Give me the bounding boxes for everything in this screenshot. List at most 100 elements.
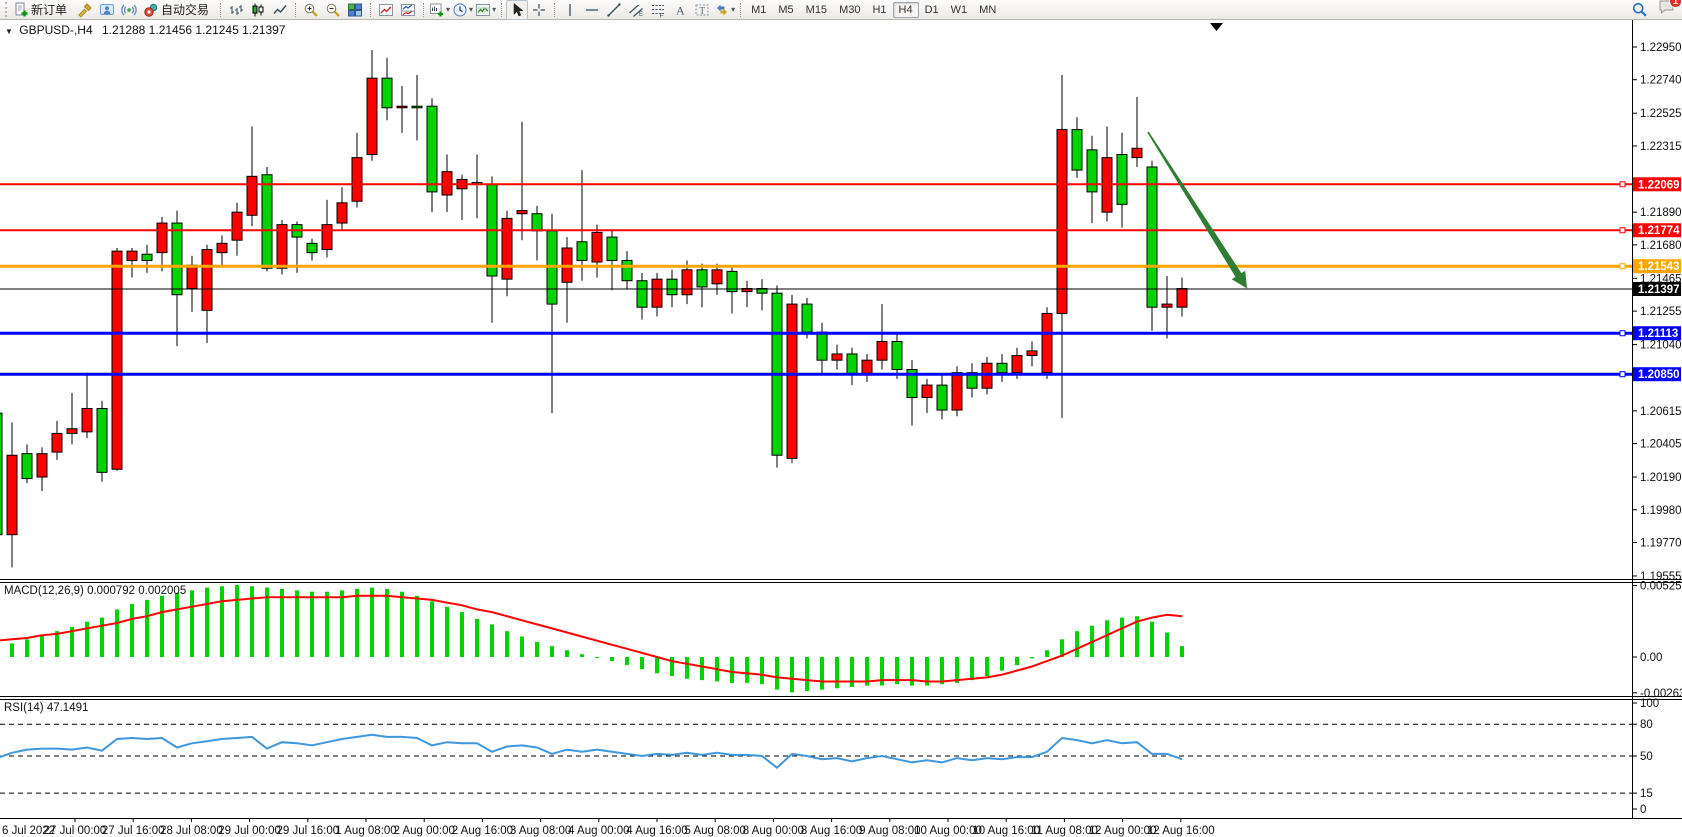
chart-shift-marker-icon[interactable]	[1210, 23, 1223, 31]
line-chart-icon	[272, 2, 288, 18]
terminal-button[interactable]	[96, 0, 118, 20]
candlestick-chart-button[interactable]	[247, 0, 269, 20]
svg-text:10 Aug 00:00: 10 Aug 00:00	[914, 825, 982, 837]
bar-chart-button[interactable]	[225, 0, 247, 20]
timeframe-button-w1[interactable]: W1	[950, 3, 968, 16]
macd-pane	[0, 584, 1184, 693]
svg-text:3 Aug 08:00: 3 Aug 08:00	[510, 825, 571, 837]
svg-text:29 Jul 00:00: 29 Jul 00:00	[218, 825, 281, 837]
timeframe-button-h4[interactable]: H4	[892, 1, 919, 18]
toolbar: 新订单 自动交易	[0, 0, 1682, 20]
gavel-button[interactable]	[74, 0, 96, 20]
svg-text:27 Jul 16:00: 27 Jul 16:00	[102, 825, 165, 837]
zoom-out-icon	[325, 2, 341, 18]
horizontal-line-button[interactable]	[581, 0, 603, 20]
indicators-button[interactable]	[375, 0, 397, 20]
chart-canvas[interactable]: 1.22950 1.22740 1.22525 1.22315 1.21890 1.216…	[0, 20, 1682, 837]
indicator-window-icon	[400, 2, 416, 18]
cursor-button[interactable]	[506, 0, 529, 20]
notification-badge: 1	[1669, 0, 1682, 8]
search-button[interactable]	[1628, 0, 1650, 20]
svg-text:T: T	[700, 5, 706, 15]
svg-text:1.22950: 1.22950	[1640, 42, 1682, 54]
svg-text:27 Jul 00:00: 27 Jul 00:00	[44, 825, 107, 837]
svg-text:1.20850: 1.20850	[1638, 369, 1680, 381]
svg-text:1.19770: 1.19770	[1640, 537, 1682, 549]
svg-text:100: 100	[1640, 698, 1659, 710]
axes-frame	[0, 20, 1682, 819]
svg-text:1.19555: 1.19555	[1640, 571, 1682, 583]
timeframe-button-m15[interactable]: M15	[805, 3, 828, 16]
signal-icon	[121, 2, 137, 18]
trendline-button[interactable]	[603, 0, 625, 20]
price-scale[interactable]: 1.22950 1.22740 1.22525 1.22315 1.21890 1.216…	[1632, 42, 1682, 583]
signals-button[interactable]	[118, 0, 140, 20]
timeframe-button-m1[interactable]: M1	[751, 3, 767, 16]
new-chart-button[interactable]: ▾	[428, 0, 451, 20]
templates-button[interactable]: ▾	[474, 0, 497, 20]
crosshair-button[interactable]	[528, 0, 550, 20]
svg-text:10 Aug 16:00: 10 Aug 16:00	[972, 825, 1040, 837]
timeframe-button-h1[interactable]: H1	[872, 3, 887, 16]
svg-text:-0.002636: -0.002636	[1640, 688, 1682, 700]
zoom-in-icon	[303, 2, 319, 18]
svg-text:29 Jul 16:00: 29 Jul 16:00	[276, 825, 339, 837]
rsi-levels	[0, 723, 1632, 794]
zoom-out-button[interactable]	[322, 0, 344, 20]
arrows-button[interactable]: ▾	[713, 0, 736, 20]
autotrading-icon	[143, 2, 159, 18]
one-click-trading-toggle-icon[interactable]: ▼	[5, 27, 13, 36]
svg-text:8 Aug 00:00: 8 Aug 00:00	[743, 825, 804, 837]
text-button[interactable]: A	[669, 0, 691, 20]
notifications-button[interactable]: 1	[1658, 0, 1682, 20]
equidistant-channel-button[interactable]: E	[625, 0, 647, 20]
autotrading-button[interactable]: 自动交易	[140, 0, 216, 20]
timeframe-button-mn[interactable]: MN	[979, 3, 997, 16]
template-icon	[475, 2, 491, 18]
svg-text:5 Aug 08:00: 5 Aug 08:00	[684, 825, 745, 837]
dropdown-caret-icon: ▾	[731, 5, 736, 14]
zoom-in-button[interactable]	[300, 0, 322, 20]
gavel-icon	[77, 2, 93, 18]
chart-symbol-period: GBPUSD-,H4	[19, 23, 93, 37]
timeframe-button-m5[interactable]: M5	[778, 3, 794, 16]
svg-text:1.19980: 1.19980	[1640, 505, 1682, 517]
toolbar-separator	[740, 2, 742, 17]
price-level-lines[interactable]	[0, 181, 1632, 378]
chart-ohlc-values: 1.21288 1.21456 1.21245 1.21397	[101, 23, 286, 37]
vertical-line-button[interactable]	[559, 0, 581, 20]
fibonacci-button[interactable]: F	[647, 0, 669, 20]
indicator-window-button[interactable]	[397, 0, 419, 20]
pane-separators[interactable]	[0, 579, 1682, 700]
svg-text:1.20190: 1.20190	[1640, 472, 1682, 484]
line-chart-button[interactable]	[269, 0, 291, 20]
search-icon	[1631, 1, 1648, 18]
crosshair-icon	[531, 2, 547, 18]
svg-text:A: A	[676, 3, 685, 17]
new-order-button[interactable]: 新订单	[10, 0, 74, 20]
toolbar-drag-handle[interactable]	[5, 2, 7, 17]
text-label-button[interactable]: T	[691, 0, 713, 20]
svg-text:8 Aug 16:00: 8 Aug 16:00	[801, 825, 862, 837]
chart-title: ▼ GBPUSD-,H4 1.21288 1.21456 1.21245 1.2…	[5, 23, 285, 37]
indicator-scales[interactable]: 0.005258 0.00 -0.002636100 80 50 15 0	[1632, 580, 1682, 816]
text-label-icon: T	[694, 2, 710, 18]
svg-text:0.00: 0.00	[1640, 652, 1662, 664]
arrows-icon	[714, 2, 730, 18]
svg-text:E: E	[639, 12, 643, 18]
svg-text:6 Jul 2022: 6 Jul 2022	[2, 825, 55, 837]
tile-windows-button[interactable]	[344, 0, 366, 20]
trend-arrow-annotation[interactable]	[1147, 131, 1247, 289]
svg-text:2 Aug 16:00: 2 Aug 16:00	[452, 825, 513, 837]
timeframe-group: M1 M5 M15 M30 H1 H4 D1 W1 MN	[745, 1, 1002, 18]
timeframe-button-m30[interactable]: M30	[839, 3, 861, 16]
svg-text:4 Aug 00:00: 4 Aug 00:00	[568, 825, 629, 837]
svg-text:1.21040: 1.21040	[1640, 340, 1682, 352]
dropdown-caret-icon: ▾	[469, 5, 474, 14]
timeframe-button-d1[interactable]: D1	[924, 3, 939, 16]
svg-text:28 Jul 08:00: 28 Jul 08:00	[160, 825, 223, 837]
period-button[interactable]: ▾	[451, 0, 474, 20]
svg-text:1.22740: 1.22740	[1640, 75, 1682, 87]
fibonacci-icon: F	[650, 2, 666, 18]
